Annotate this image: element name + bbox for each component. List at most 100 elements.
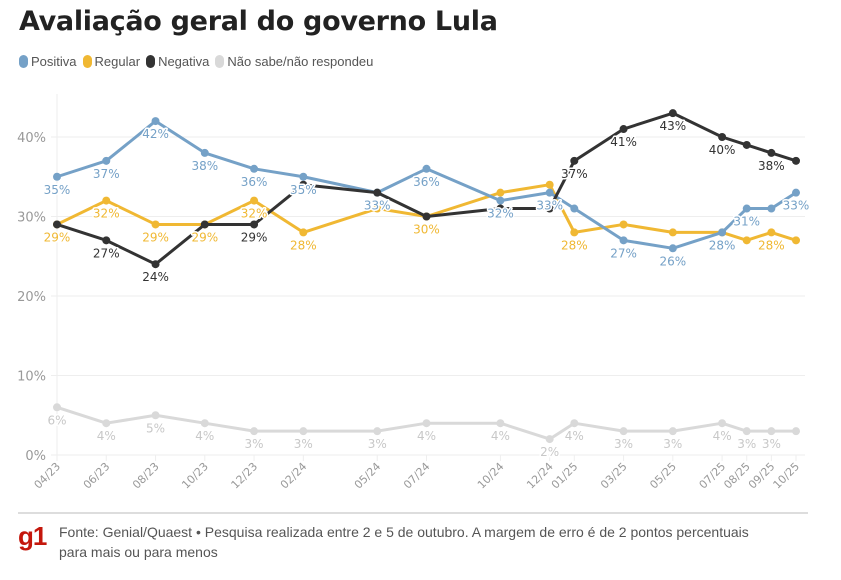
x-tick-label: 05/24 xyxy=(352,460,384,492)
y-tick-label: 30% xyxy=(17,211,46,226)
data-point-positiva xyxy=(102,156,111,165)
x-tick-label: 10/23 xyxy=(179,460,211,492)
data-point-negativa xyxy=(668,109,677,118)
line-chart: 0% 10% 20% 30% 40% 04/23 06/23 08/23 10/23 12/23… xyxy=(17,94,811,492)
data-point-positiva xyxy=(250,164,259,173)
data-point-regular xyxy=(496,188,505,197)
data-label-regular: 29% xyxy=(191,230,218,244)
source-note: Fonte: Genial/Quaest • Pesquisa realizad… xyxy=(59,524,749,560)
data-label-n-o-sabe-n-o-respondeu: 4% xyxy=(713,429,732,443)
data-point-negativa xyxy=(250,220,259,229)
legend-item-nao-sabe[interactable]: Não sabe/não respondeu xyxy=(215,54,373,69)
data-point-n-o-sabe-n-o-respondeu xyxy=(299,427,308,436)
data-point-n-o-sabe-n-o-respondeu xyxy=(545,435,554,444)
y-tick-label: 40% xyxy=(17,131,46,146)
x-tick-label: 06/23 xyxy=(81,460,113,492)
data-point-negativa xyxy=(53,220,61,229)
data-label-n-o-sabe-n-o-respondeu: 4% xyxy=(565,429,584,443)
data-point-regular xyxy=(545,180,554,189)
data-label-regular: 29% xyxy=(142,230,169,244)
data-label-positiva: 36% xyxy=(241,175,268,189)
x-tick-label: 08/23 xyxy=(130,460,162,492)
data-label-n-o-sabe-n-o-respondeu: 3% xyxy=(294,437,313,451)
data-label-regular: 29% xyxy=(44,230,71,244)
data-label-positiva: 33% xyxy=(364,199,391,213)
data-label-n-o-sabe-n-o-respondeu: 3% xyxy=(663,437,682,451)
x-tick-label: 07/24 xyxy=(401,460,433,492)
data-label-n-o-sabe-n-o-respondeu: 3% xyxy=(614,437,633,451)
data-label-positiva: 35% xyxy=(44,183,71,197)
data-point-n-o-sabe-n-o-respondeu xyxy=(742,427,751,436)
x-tick-label: 03/25 xyxy=(598,460,630,492)
data-label-positiva: 33% xyxy=(783,199,810,213)
data-label-n-o-sabe-n-o-respondeu: 4% xyxy=(195,429,214,443)
data-point-positiva xyxy=(570,204,579,213)
legend-item-regular[interactable]: Regular xyxy=(82,54,140,69)
data-point-negativa xyxy=(151,260,160,269)
data-point-negativa xyxy=(718,133,727,141)
y-axis: 0% 10% 20% 30% 40% xyxy=(17,131,46,464)
data-label-positiva: 35% xyxy=(290,183,317,197)
data-point-positiva xyxy=(792,188,800,197)
data-labels: 6% 4% 5% 4% 3% 3% 3% 4% 4% 2% 4% 3% 3% 4% 3% 3% 29% 32% 29… xyxy=(42,118,811,461)
x-tick-label: 09/25 xyxy=(746,460,778,492)
data-label-n-o-sabe-n-o-respondeu: 3% xyxy=(368,437,387,451)
data-point-n-o-sabe-n-o-respondeu xyxy=(718,419,727,428)
legend-swatch-regular xyxy=(82,55,92,68)
data-point-n-o-sabe-n-o-respondeu xyxy=(200,419,209,428)
data-label-n-o-sabe-n-o-respondeu: 2% xyxy=(540,445,559,459)
legend-item-negativa[interactable]: Negativa xyxy=(146,54,209,69)
data-label-regular: 30% xyxy=(413,223,440,237)
data-label-positiva: 42% xyxy=(142,127,169,141)
data-label-negativa: 37% xyxy=(561,167,588,181)
legend-label-positiva: Positiva xyxy=(31,54,77,69)
data-label-positiva: 32% xyxy=(487,207,514,221)
data-point-positiva xyxy=(619,236,628,245)
x-tick-label: 12/24 xyxy=(524,460,556,492)
data-point-n-o-sabe-n-o-respondeu xyxy=(792,427,800,436)
x-tick-label: 05/25 xyxy=(647,460,679,492)
footer-divider xyxy=(18,512,808,514)
chart-title: Avaliação geral do governo Lula xyxy=(19,6,498,37)
data-point-negativa xyxy=(102,236,111,245)
data-label-negativa: 27% xyxy=(93,246,120,260)
data-point-negativa xyxy=(570,156,579,165)
x-tick-label: 12/23 xyxy=(229,460,261,492)
data-point-regular xyxy=(373,204,382,213)
data-point-negativa xyxy=(767,148,776,157)
data-point-positiva xyxy=(422,164,431,173)
data-point-positiva xyxy=(151,117,160,126)
legend-item-positiva[interactable]: Positiva xyxy=(19,54,77,69)
data-point-n-o-sabe-n-o-respondeu xyxy=(53,403,61,412)
data-label-positiva: 37% xyxy=(93,167,120,181)
data-point-negativa xyxy=(742,140,751,149)
data-point-regular xyxy=(151,220,160,229)
data-label-negativa: 24% xyxy=(142,270,169,284)
data-point-negativa xyxy=(619,125,628,134)
y-tick-label: 10% xyxy=(17,370,46,385)
data-point-positiva xyxy=(545,188,554,197)
x-axis: 04/23 06/23 08/23 10/23 12/23 02/24 05/24 07/24… xyxy=(32,455,803,492)
gridlines xyxy=(51,94,805,456)
data-point-regular xyxy=(668,228,677,237)
data-label-regular: 32% xyxy=(241,207,268,221)
data-label-positiva: 36% xyxy=(413,175,440,189)
legend-label-negativa: Negativa xyxy=(158,54,210,69)
x-tick-label: 10/25 xyxy=(771,460,803,492)
data-point-positiva xyxy=(53,172,61,181)
data-label-regular: 32% xyxy=(93,207,120,221)
legend-swatch-positiva xyxy=(19,55,28,68)
data-label-negativa: 40% xyxy=(709,143,736,157)
x-tick-label: 01/25 xyxy=(549,460,581,492)
data-label-positiva: 27% xyxy=(610,246,637,260)
data-label-positiva: 33% xyxy=(536,199,563,213)
data-point-regular xyxy=(792,236,800,245)
x-tick-label: 10/24 xyxy=(475,460,507,492)
data-point-n-o-sabe-n-o-respondeu xyxy=(102,419,111,428)
data-point-positiva xyxy=(668,244,677,253)
x-tick-label: 08/25 xyxy=(721,460,753,492)
data-point-n-o-sabe-n-o-respondeu xyxy=(619,427,628,436)
data-point-regular xyxy=(102,196,111,205)
data-point-negativa xyxy=(299,180,308,189)
y-tick-label: 0% xyxy=(25,449,46,464)
